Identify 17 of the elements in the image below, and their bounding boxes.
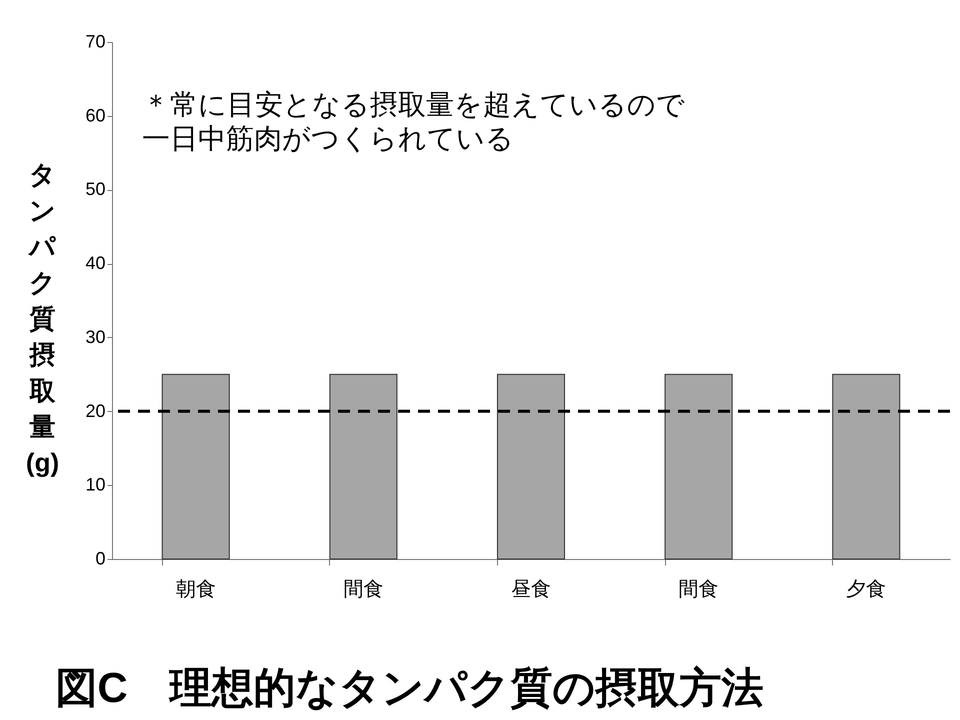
y-tick-label: 30 (85, 326, 106, 347)
annotation: ＊常に目安となる摂取量を超えているので (142, 89, 685, 120)
x-tick-label: 間食 (678, 578, 719, 600)
text: タンパク質摂取量(g) (26, 160, 60, 478)
text: 図C 理想的なタンパク質の摂取方法 (55, 664, 764, 711)
y-tick-label: 20 (85, 400, 106, 421)
y-tick-label: 0 (95, 548, 106, 568)
x-tick-label: 間食 (343, 578, 384, 600)
y-tick-label: 70 (85, 32, 106, 52)
annotation: 一日中筋肉がつくられている (142, 123, 514, 154)
y-tick-label: 10 (85, 474, 106, 495)
y-tick-label: 60 (85, 105, 106, 126)
x-tick-label: 朝食 (176, 578, 216, 600)
x-tick-label: 夕食 (846, 578, 886, 600)
y-tick-label: 40 (85, 253, 106, 274)
x-tick-label: 昼食 (511, 578, 551, 600)
y-tick-label: 50 (85, 179, 106, 200)
